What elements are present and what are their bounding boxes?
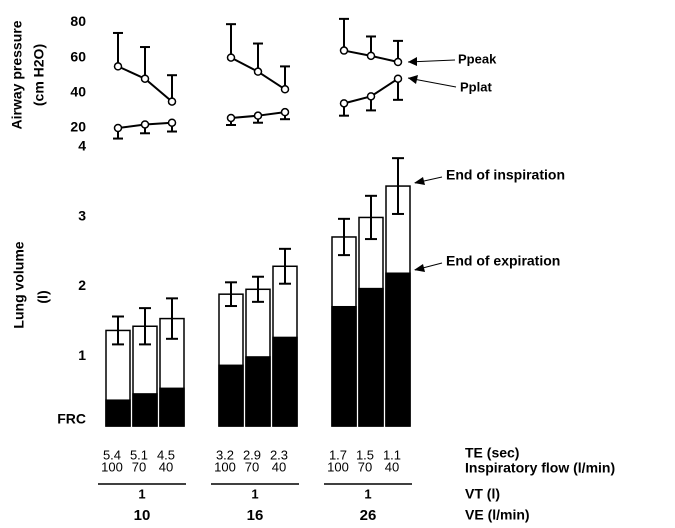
row-label: VE (l/min): [465, 507, 530, 523]
bar: [105, 399, 131, 427]
cell: 70: [132, 459, 146, 474]
bar: [132, 393, 158, 427]
cell: 100: [214, 459, 236, 474]
y-label: (cm H2O): [31, 44, 47, 106]
cell: 4.5: [157, 447, 175, 462]
cell: 3.2: [216, 447, 234, 462]
y-label: (l): [35, 290, 51, 303]
marker: [226, 113, 236, 123]
y-label: Airway pressure: [9, 20, 25, 129]
arrowhead: [408, 57, 417, 66]
bar: [272, 336, 298, 427]
marker: [167, 97, 177, 106]
annotation: Ppeak: [458, 51, 497, 66]
marker: [393, 74, 403, 83]
cell: 2.3: [270, 447, 288, 462]
marker: [366, 51, 376, 61]
cell: 5.4: [103, 447, 121, 462]
y-tick-label: 1: [78, 347, 86, 363]
bar: [358, 287, 384, 427]
cell: 40: [385, 459, 399, 474]
cell: 1.1: [383, 447, 401, 462]
marker: [366, 92, 376, 101]
row-label: Inspiratory flow (l/min): [465, 460, 615, 476]
cell: 1: [251, 486, 258, 501]
y-label: Lung volume: [11, 241, 27, 328]
annotation: End of expiration: [446, 253, 560, 269]
annotation: End of inspiration: [446, 167, 565, 183]
marker: [280, 85, 290, 94]
cell: 1.7: [329, 447, 347, 462]
arrowhead: [414, 177, 425, 185]
cell: 5.1: [130, 447, 148, 462]
y-tick-label: 4: [78, 138, 86, 154]
marker: [280, 107, 290, 117]
bar: [159, 387, 185, 427]
arrowhead: [414, 264, 425, 272]
cell: 100: [101, 459, 123, 474]
marker: [167, 118, 177, 127]
row-label: TE (sec): [465, 445, 519, 461]
row-label: VT (l): [465, 486, 500, 502]
cell: 10: [134, 507, 151, 524]
cell: 100: [327, 459, 349, 474]
cell: 70: [245, 459, 259, 474]
cell: 40: [159, 459, 173, 474]
y-tick-label: 60: [70, 48, 86, 64]
cell: 2.9: [243, 447, 261, 462]
y-tick-label: 40: [70, 84, 86, 100]
marker: [253, 111, 263, 120]
y-tick-label: 3: [78, 207, 86, 223]
marker: [393, 57, 403, 67]
marker: [140, 74, 150, 83]
cell: 70: [358, 459, 372, 474]
marker: [253, 67, 263, 76]
arrowhead: [408, 75, 418, 84]
marker: [339, 99, 349, 108]
marker: [140, 120, 150, 129]
cell: 26: [360, 507, 377, 524]
bar: [331, 305, 357, 427]
cell: 16: [247, 507, 264, 524]
bar: [385, 272, 411, 427]
cell: 1.5: [356, 447, 374, 462]
y-tick-label: 2: [78, 277, 86, 293]
bar: [218, 364, 244, 427]
bar: [245, 356, 271, 427]
annotation: Pplat: [460, 79, 492, 94]
marker: [113, 62, 123, 71]
marker: [339, 46, 349, 55]
cell: 1: [364, 486, 371, 501]
marker: [226, 53, 236, 62]
marker: [113, 123, 123, 133]
cell: 40: [272, 459, 286, 474]
cell: 1: [138, 486, 145, 501]
y-tick-label: 20: [70, 119, 86, 135]
y-tick-label: FRC: [57, 411, 86, 427]
y-tick-label: 80: [70, 13, 86, 29]
